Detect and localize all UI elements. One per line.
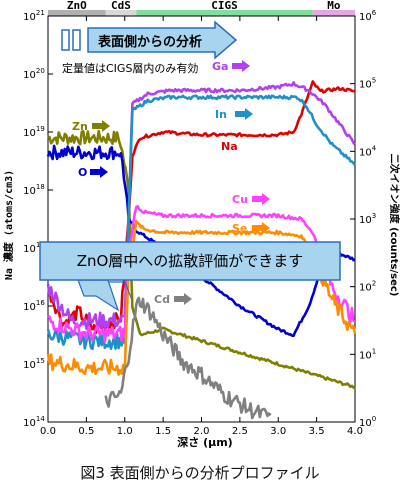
series-label-o: O xyxy=(78,166,87,179)
callout-text: ZnO層中への拡散評価ができます xyxy=(77,252,304,270)
y-right-tick-label: 103 xyxy=(359,212,376,226)
series-arrow-ga xyxy=(232,60,250,72)
layer-band-zno xyxy=(48,10,106,16)
x-axis-title: 深さ (μm) xyxy=(177,435,232,449)
y-left-tick-label: 1018 xyxy=(23,183,45,197)
y-left-tick-label: 1020 xyxy=(23,67,45,81)
y-right-tick-label: 101 xyxy=(359,347,376,361)
series-label-cd: Cd xyxy=(154,293,170,306)
series-label-zn: Zn xyxy=(72,120,88,133)
y-left-tick-label: 1021 xyxy=(23,9,45,23)
direction-arrow-text: 表面側からの分析 xyxy=(97,34,202,50)
series-arrow-cd xyxy=(174,293,192,305)
series-labels: Zn O Ga In Na Cu Se Cd xyxy=(72,60,270,306)
layer-label-mo: Mo xyxy=(327,0,341,12)
x-tick-label: 0.0 xyxy=(40,426,56,437)
series-label-se: Se xyxy=(232,222,247,235)
series-arrow-se xyxy=(252,222,270,234)
y-left-tick-label: 1015 xyxy=(23,357,45,371)
series-label-in: In xyxy=(215,108,227,121)
plot-frame xyxy=(47,15,356,423)
x-tick-label: 2.0 xyxy=(194,426,210,437)
series-line-se xyxy=(46,219,357,376)
y-right-tick-label: 105 xyxy=(359,77,376,91)
layer-bar: ZnO CdS CIGS Mo xyxy=(48,0,355,16)
y-left-tick-label: 1014 xyxy=(23,415,45,429)
layer-label-cds: CdS xyxy=(111,0,131,12)
x-tick-label: 2.5 xyxy=(232,426,248,437)
layer-band-cds xyxy=(105,10,137,16)
series-line-cu xyxy=(47,205,356,344)
y-left-tick-label: 1019 xyxy=(23,125,45,139)
y-right-tick-label: 106 xyxy=(359,9,377,23)
y-right-tick-label: 100 xyxy=(359,415,376,429)
layer-label-zno: ZnO xyxy=(67,0,87,12)
series-line-ga xyxy=(46,81,356,330)
series-label-cu: Cu xyxy=(232,193,248,206)
series-line-cd xyxy=(104,296,272,420)
quantification-note: 定量値はCIGS層内のみ有効 xyxy=(62,61,198,75)
series-label-na: Na xyxy=(221,140,238,153)
series-layer xyxy=(46,80,357,420)
figure-caption: 図3 表面側からの分析プロファイル xyxy=(80,464,320,482)
y-left-tick-label: 1016 xyxy=(23,299,45,313)
layer-band-mo xyxy=(312,10,355,16)
series-arrow-in xyxy=(235,108,253,120)
x-tick-label: 3.0 xyxy=(270,426,286,437)
series-arrow-cu xyxy=(252,193,270,205)
direction-arrow-annotation: 表面側からの分析 xyxy=(61,20,238,60)
y-right-tick-label: 102 xyxy=(359,280,376,294)
series-arrow-o xyxy=(90,166,108,178)
series-label-ga: Ga xyxy=(212,60,228,73)
x-tick-label: 3.5 xyxy=(309,426,325,437)
callout-annotation: ZnO層中への拡散評価ができます xyxy=(39,241,341,312)
x-tick-label: 1.5 xyxy=(155,426,171,437)
x-tick-label: 1.0 xyxy=(117,426,133,437)
layer-label-cigs: CIGS xyxy=(211,0,238,12)
layer-band-cigs xyxy=(136,10,313,16)
x-tick-label: 4.0 xyxy=(347,426,363,437)
series-line-zn xyxy=(47,129,356,389)
series-line-in xyxy=(46,94,356,351)
y-right-tick-label: 104 xyxy=(359,144,377,158)
y-axis-left-title: Na 濃度 (atoms/cm3) xyxy=(2,170,15,280)
series-arrow-zn xyxy=(92,120,110,132)
y-axis-right-title: 二次イオン強度 (counts/sec) xyxy=(388,154,400,297)
x-tick-label: 0.5 xyxy=(78,426,94,437)
